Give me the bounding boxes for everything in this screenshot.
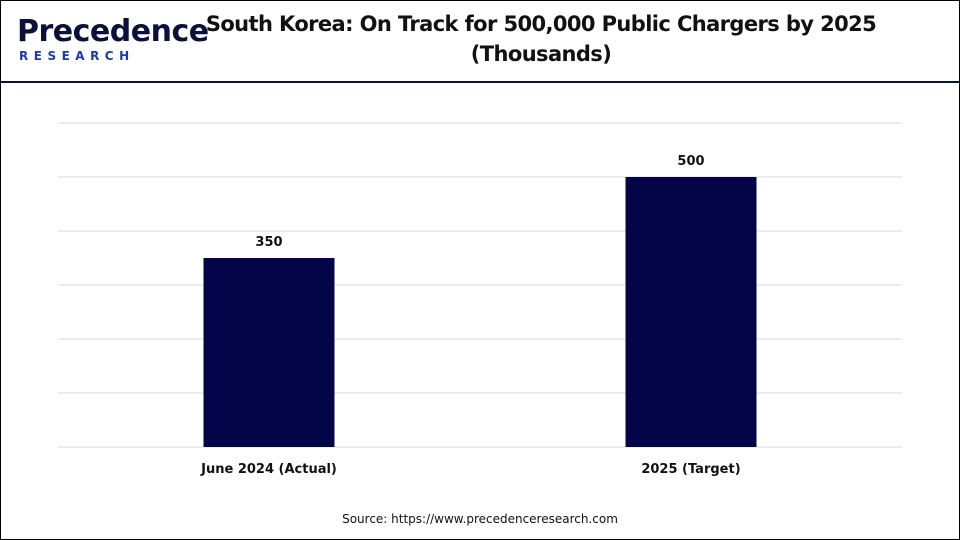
bar: [625, 177, 757, 447]
data-label: 350: [255, 235, 282, 250]
x-tick-label: June 2024 (Actual): [200, 462, 337, 477]
source-note: Source: https://www.precedenceresearch.c…: [342, 512, 618, 526]
chart-title-block: South Korea: On Track for 500,000 Public…: [191, 9, 891, 69]
bar: [203, 258, 335, 447]
chart-title: South Korea: On Track for 500,000 Public…: [205, 12, 877, 36]
data-label: 500: [677, 154, 704, 169]
brand-logo: Precedence RESEARCH: [17, 15, 209, 65]
header: Precedence RESEARCH South Korea: On Trac…: [1, 1, 959, 83]
logo-subtitle: RESEARCH: [19, 49, 135, 63]
chart-subtitle: (Thousands): [470, 42, 612, 66]
logo-wordmark: Precedence: [17, 14, 209, 49]
x-tick-label: 2025 (Target): [641, 462, 740, 477]
